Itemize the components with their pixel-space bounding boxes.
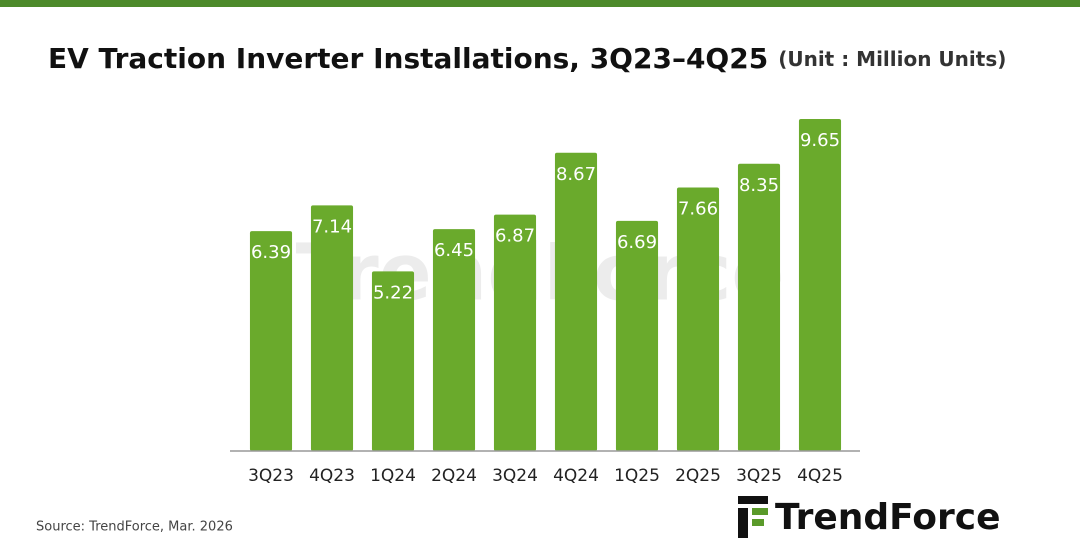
plot-area: 3Q23 6.39 4Q23 7.14 1Q24 5.22 2Q24 6.45 3Q24 6.87… — [248, 119, 843, 486]
bar — [554, 152, 598, 451]
bar — [249, 231, 293, 451]
bar — [432, 229, 476, 451]
brand-logo: TrendForce — [738, 496, 1001, 538]
x-tick-label: 3Q23 — [248, 466, 294, 486]
logo-shape — [738, 508, 748, 538]
value-label: 6.39 — [251, 242, 291, 263]
x-tick-label: 2Q24 — [431, 466, 477, 486]
bar — [676, 187, 720, 451]
value-label: 5.22 — [373, 282, 413, 303]
x-tick-label: 1Q25 — [614, 466, 660, 486]
x-tick-label: 4Q25 — [797, 466, 843, 486]
value-label: 6.87 — [495, 226, 535, 247]
bar — [798, 119, 842, 451]
bar — [493, 214, 537, 451]
logo-shape — [752, 508, 768, 515]
brand-name: TrendForce — [775, 497, 1001, 538]
logo-shape — [738, 496, 768, 504]
value-label: 8.35 — [739, 175, 779, 196]
title: EV Traction Inverter Installations, 3Q23… — [48, 42, 768, 75]
value-label: 6.69 — [617, 232, 657, 253]
x-tick-label: 3Q24 — [492, 466, 538, 486]
value-label: 9.65 — [800, 130, 840, 151]
x-tick-label: 4Q24 — [553, 466, 599, 486]
subtitle: (Unit : Million Units) — [778, 47, 1006, 71]
x-tick-label: 1Q24 — [370, 466, 416, 486]
value-label: 7.14 — [312, 216, 352, 237]
value-label: 7.66 — [678, 198, 718, 219]
chart-title: EV Traction Inverter Installations, 3Q23… — [48, 42, 1006, 75]
x-tick-label: 4Q23 — [309, 466, 355, 486]
value-label: 6.45 — [434, 240, 474, 261]
bar — [371, 271, 415, 451]
x-tick-label: 2Q25 — [675, 466, 721, 486]
top-band — [0, 0, 1080, 7]
x-tick-label: 3Q25 — [736, 466, 782, 486]
logo-shape — [752, 519, 764, 526]
value-label: 8.67 — [556, 164, 596, 185]
bar — [737, 163, 781, 451]
source-note: Source: TrendForce, Mar. 2026 — [36, 520, 233, 535]
bar — [615, 220, 659, 451]
bar — [310, 205, 354, 451]
